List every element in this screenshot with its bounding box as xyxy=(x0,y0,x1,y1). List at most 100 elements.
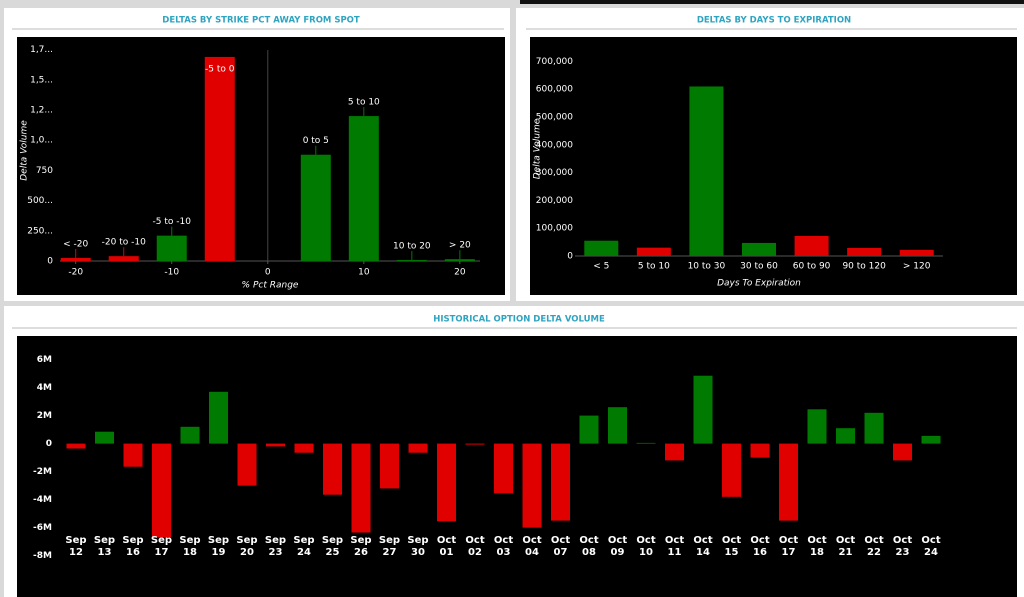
chart-title: HISTORICAL OPTION DELTA VOLUME xyxy=(433,315,605,325)
bar xyxy=(204,56,235,261)
y-tick-label: 0 xyxy=(47,257,53,267)
y-tick-label: 500... xyxy=(27,196,53,206)
bar xyxy=(156,235,187,261)
y-tick-label: 0 xyxy=(46,439,52,449)
x-tick-label: Sep 24 xyxy=(293,535,315,558)
y-tick-label: 0 xyxy=(567,252,573,262)
bar xyxy=(807,409,827,444)
data-label: 0 to 5 xyxy=(303,136,329,146)
x-tick-label: Sep 25 xyxy=(321,535,344,558)
bar xyxy=(237,443,257,486)
data-label: -20 to -10 xyxy=(102,238,146,248)
y-tick-label: 1,7... xyxy=(30,45,53,55)
data-label: -5 to 0 xyxy=(205,64,235,74)
x-tick-label: < 5 xyxy=(593,262,609,272)
bar xyxy=(494,443,513,494)
x-tick-label: 0 xyxy=(265,268,271,278)
x-tick-label: -20 xyxy=(68,268,83,278)
x-tick-label: Oct 04 xyxy=(522,535,542,558)
x-tick-label: Oct 16 xyxy=(750,535,770,558)
bar xyxy=(437,443,456,522)
bar xyxy=(522,443,542,528)
y-tick-label: 1,2... xyxy=(30,106,53,116)
y-tick-label: 6M xyxy=(37,355,52,365)
bar xyxy=(665,443,684,461)
plot-bg xyxy=(17,336,1017,597)
x-tick-label: Oct 14 xyxy=(693,535,713,558)
y-tick-label: 100,000 xyxy=(536,224,573,234)
chart-title: DELTAS BY STRIKE PCT AWAY FROM SPOT xyxy=(162,16,360,26)
bar xyxy=(551,443,570,521)
x-tick-label: Oct 23 xyxy=(892,535,913,558)
x-tick-label: Oct 03 xyxy=(493,535,514,558)
bar xyxy=(209,391,228,444)
bar xyxy=(323,443,342,495)
bar xyxy=(636,442,656,444)
chart-title: DELTAS BY DAYS TO EXPIRATION xyxy=(697,16,851,26)
x-tick-label: -10 xyxy=(164,268,179,278)
x-tick-label: Sep 12 xyxy=(65,535,87,558)
x-tick-label: Oct 15 xyxy=(721,535,742,558)
bar xyxy=(836,428,855,444)
bar xyxy=(123,443,143,467)
bar xyxy=(66,443,86,449)
bar xyxy=(348,116,379,261)
bar xyxy=(152,443,171,538)
x-tick-label: Sep 20 xyxy=(236,535,258,558)
bar xyxy=(294,443,314,453)
bar xyxy=(300,154,331,261)
bar xyxy=(444,259,475,261)
y-tick-label: 600,000 xyxy=(536,85,573,95)
y-tick-label: 250... xyxy=(27,226,53,236)
x-tick-label: 5 to 10 xyxy=(638,262,670,272)
x-tick-label: Sep 16 xyxy=(122,535,144,558)
x-tick-label: Sep 30 xyxy=(407,535,429,558)
x-tick-label: Oct 07 xyxy=(550,535,571,558)
y-tick-label: 1,0... xyxy=(30,136,53,146)
x-tick-label: Oct 24 xyxy=(921,535,941,558)
bar xyxy=(60,257,91,261)
x-tick-label: Sep 19 xyxy=(207,535,230,558)
y-tick-label: -4M xyxy=(33,495,52,505)
bar xyxy=(864,412,884,444)
data-label: -5 to -10 xyxy=(153,217,192,227)
x-tick-label: Oct 10 xyxy=(636,535,656,558)
bar xyxy=(899,249,934,256)
x-tick-label: 10 to 30 xyxy=(688,262,726,272)
bar xyxy=(847,247,882,256)
y-tick-label: -6M xyxy=(33,523,52,533)
y-tick-label: -2M xyxy=(33,467,52,477)
x-tick-label: 20 xyxy=(454,268,466,278)
bar xyxy=(180,426,200,444)
bar xyxy=(396,260,427,261)
y-tick-label: 400,000 xyxy=(536,140,573,150)
bar xyxy=(693,375,713,444)
bar xyxy=(794,235,829,256)
x-tick-label: 10 xyxy=(358,268,370,278)
x-tick-label: Oct 22 xyxy=(864,535,884,558)
bar xyxy=(608,407,627,444)
y-tick-label: 750 xyxy=(36,166,53,176)
y-tick-label: 500,000 xyxy=(536,113,573,123)
bar xyxy=(689,86,724,256)
y-tick-label: 1,5... xyxy=(30,75,53,85)
bar xyxy=(722,443,741,497)
y-tick-label: 2M xyxy=(37,411,52,421)
x-tick-label: Oct 18 xyxy=(807,535,827,558)
x-tick-label: Oct 02 xyxy=(465,535,485,558)
bar xyxy=(408,443,428,453)
data-label: > 20 xyxy=(449,241,471,251)
bar xyxy=(465,443,485,445)
data-label: 10 to 20 xyxy=(393,242,431,252)
y-tick-label: 200,000 xyxy=(536,196,573,206)
y-axis-label: Delta Volume xyxy=(20,120,30,181)
data-label: < -20 xyxy=(63,239,88,249)
bar xyxy=(108,256,139,261)
bar xyxy=(351,443,371,533)
x-tick-label: 30 to 60 xyxy=(740,262,778,272)
x-tick-label: Sep 13 xyxy=(93,535,116,558)
y-tick-label: 300,000 xyxy=(536,168,573,178)
bar xyxy=(95,431,114,444)
